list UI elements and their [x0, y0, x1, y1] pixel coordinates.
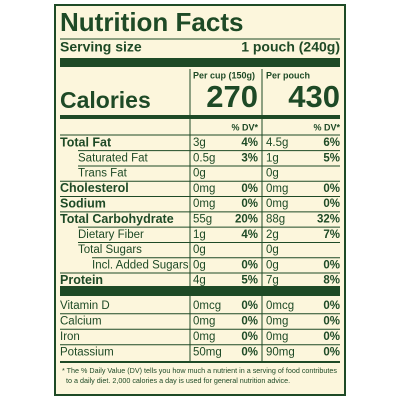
amount: 0mg: [266, 183, 288, 195]
daily-value: 0%: [323, 300, 340, 312]
daily-value: 0%: [323, 198, 340, 210]
amount: 2g: [266, 229, 279, 241]
amount: 0g: [193, 168, 206, 180]
nutrient-name: Cholesterol: [60, 181, 129, 195]
calories-label: Calories: [60, 87, 151, 113]
serving-value: 1 pouch (240g): [241, 39, 340, 55]
amount: 3g: [193, 137, 206, 149]
amount: 4.5g: [266, 137, 288, 149]
amount: 0.5g: [193, 152, 215, 164]
nutrient-name: Sodium: [60, 196, 106, 210]
daily-value: 4%: [241, 137, 258, 149]
amount: 0mg: [193, 198, 215, 210]
daily-value: 0%: [241, 331, 258, 343]
amount: 90mg: [266, 347, 295, 359]
nutrient-name: Potassium: [60, 347, 114, 359]
daily-value: 0%: [241, 183, 258, 195]
nutrient-name: Protein: [60, 273, 103, 287]
calories-value: 430: [288, 79, 340, 114]
daily-value: 0%: [241, 198, 258, 210]
amount: 0mg: [193, 183, 215, 195]
footnote: * The % Daily Value (DV) tells you how m…: [62, 366, 337, 375]
amount: 88g: [266, 214, 285, 226]
amount: 0mcg: [193, 300, 221, 312]
nutrient-name: Total Sugars: [78, 244, 142, 256]
nutrient-name: Iron: [60, 331, 80, 343]
amount: 0mg: [266, 331, 288, 343]
daily-value: 8%: [323, 275, 340, 287]
amount: 50mg: [193, 347, 222, 359]
daily-value: 0%: [323, 183, 340, 195]
amount: 1g: [266, 152, 279, 164]
thick-bar: [60, 286, 340, 296]
daily-value: 0%: [323, 347, 340, 359]
daily-value: 7%: [323, 229, 340, 241]
nutrient-name: Saturated Fat: [78, 152, 148, 164]
nutrient-name: Trans Fat: [78, 168, 128, 180]
nutrient-name: Incl. Added Sugars: [92, 259, 189, 271]
nutrient-name: Dietary Fiber: [78, 229, 144, 241]
amount: 0mg: [193, 331, 215, 343]
column-header: Per cup (150g): [193, 70, 255, 80]
amount: 0g: [266, 168, 279, 180]
amount: 1g: [193, 229, 206, 241]
calories-value: 270: [206, 79, 258, 114]
daily-value: 0%: [241, 300, 258, 312]
daily-value: 0%: [241, 347, 258, 359]
nutrient-name: Total Carbohydrate: [60, 212, 174, 226]
daily-value: 0%: [323, 331, 340, 343]
amount: 0g: [193, 259, 206, 271]
daily-value: 6%: [323, 137, 340, 149]
amount: 0mg: [266, 316, 288, 328]
amount: 0g: [193, 244, 206, 256]
daily-value: 20%: [235, 214, 258, 226]
thick-bar: [60, 58, 340, 67]
daily-value: 5%: [323, 152, 340, 164]
amount: 4g: [193, 275, 206, 287]
daily-value: 32%: [317, 214, 340, 226]
amount: 55g: [193, 214, 212, 226]
medium-bar: [60, 115, 340, 119]
daily-value: 5%: [241, 275, 258, 287]
daily-value: 0%: [323, 259, 340, 271]
label-background: [54, 4, 346, 396]
amount: 7g: [266, 275, 279, 287]
dv-header: % DV*: [231, 122, 258, 132]
serving-label: Serving size: [60, 39, 142, 55]
daily-value: 0%: [241, 259, 258, 271]
amount: 0mcg: [266, 300, 294, 312]
nutrient-name: Calcium: [60, 316, 102, 328]
amount: 0g: [266, 259, 279, 271]
daily-value: 0%: [323, 316, 340, 328]
title: Nutrition Facts: [60, 7, 243, 37]
column-header: Per pouch: [266, 70, 310, 80]
amount: 0mg: [266, 198, 288, 210]
daily-value: 0%: [241, 316, 258, 328]
dv-header: % DV*: [313, 122, 340, 132]
amount: 0g: [266, 244, 279, 256]
nutrient-name: Vitamin D: [60, 300, 110, 312]
amount: 0mg: [193, 316, 215, 328]
daily-value: 4%: [241, 229, 258, 241]
nutrient-name: Total Fat: [60, 135, 112, 149]
daily-value: 3%: [241, 152, 258, 164]
footnote: to a daily diet. 2,000 calories a day is…: [66, 376, 290, 385]
